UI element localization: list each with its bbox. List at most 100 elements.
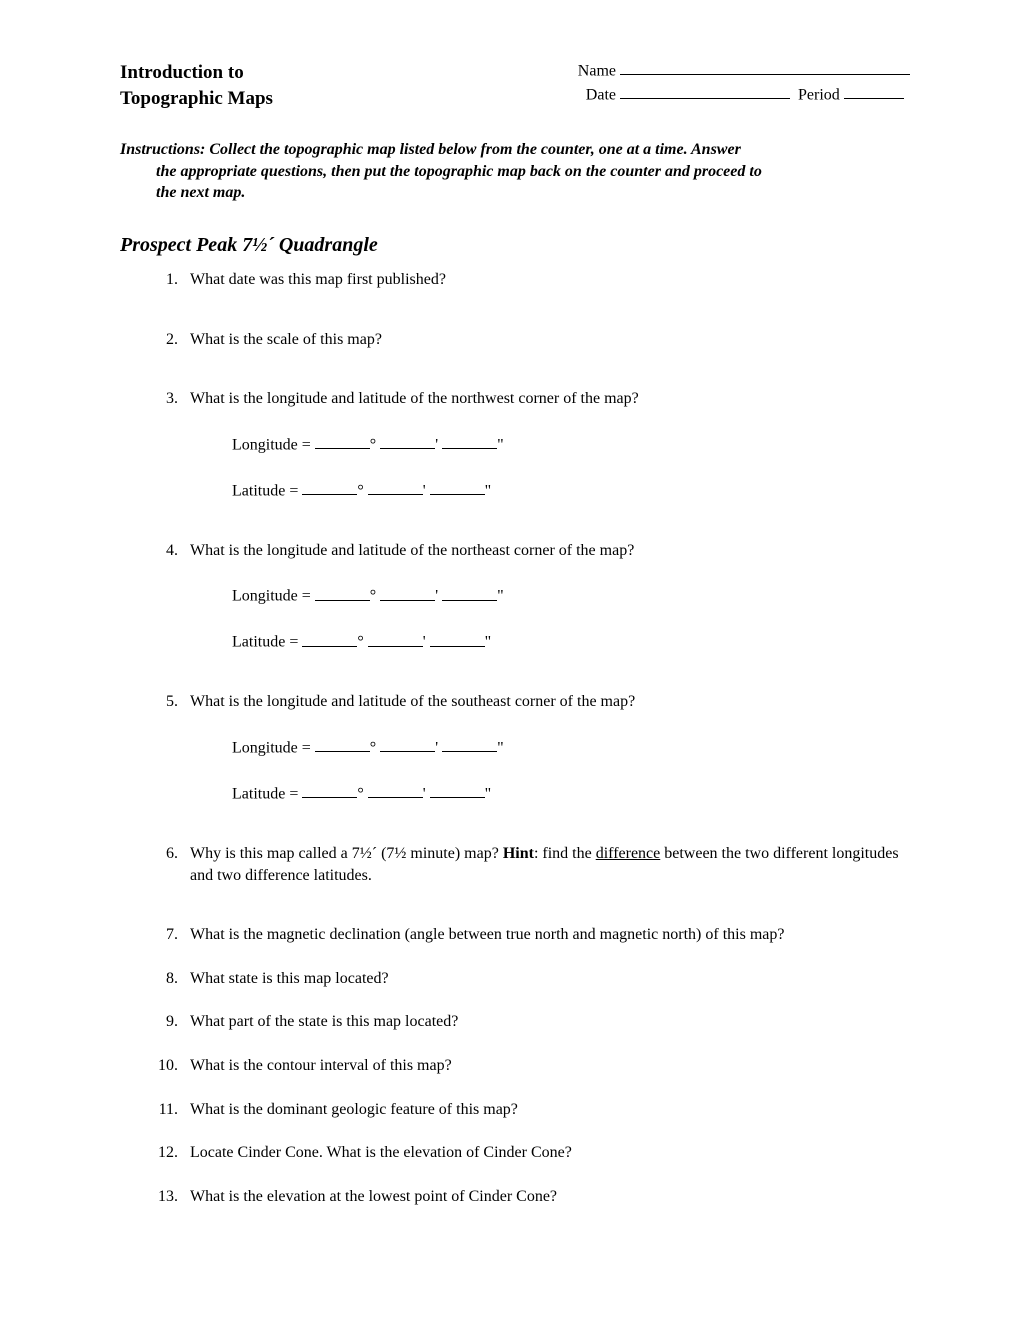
min: ': [435, 739, 438, 756]
question-5: What is the longitude and latitude of th…: [182, 691, 910, 805]
question-9: What part of the state is this map locat…: [182, 1011, 910, 1033]
latitude-label: Latitude =: [232, 785, 302, 802]
question-11: What is the dominant geologic feature of…: [182, 1099, 910, 1121]
question-13: What is the elevation at the lowest poin…: [182, 1186, 910, 1208]
deg: °: [370, 436, 376, 453]
min: ': [423, 482, 426, 499]
longitude-label: Longitude =: [232, 588, 315, 605]
deg: °: [370, 739, 376, 756]
min: ': [435, 588, 438, 605]
blank: [368, 480, 423, 495]
instructions-line-3: the next map.: [120, 182, 910, 204]
blank: [368, 783, 423, 798]
min: ': [435, 436, 438, 453]
title-line-2: Topographic Maps: [120, 88, 273, 109]
name-blank: [620, 60, 910, 75]
blank: [315, 434, 370, 449]
deg: °: [370, 588, 376, 605]
blank: [368, 631, 423, 646]
q4-longitude: Longitude = ° ' ": [232, 585, 910, 607]
question-2: What is the scale of this map?: [182, 329, 910, 351]
blank: [315, 585, 370, 600]
q12-text: Locate Cinder Cone. What is the elevatio…: [190, 1144, 572, 1161]
name-label: Name: [578, 62, 616, 79]
blank: [430, 480, 485, 495]
longitude-label: Longitude =: [232, 436, 315, 453]
min: ': [423, 785, 426, 802]
blank: [380, 434, 435, 449]
min: ': [423, 634, 426, 651]
q5-latitude: Latitude = ° ' ": [232, 783, 910, 805]
deg: °: [357, 482, 363, 499]
name-date-block: Name Date Period: [578, 60, 910, 108]
q4-text: What is the longitude and latitude of th…: [190, 542, 634, 559]
question-4: What is the longitude and latitude of th…: [182, 540, 910, 654]
latitude-label: Latitude =: [232, 482, 302, 499]
instructions: Instructions: Collect the topographic ma…: [120, 139, 910, 204]
q5-coords: Longitude = ° ' " Latitude = ° ' ": [232, 737, 910, 805]
header: Introduction to Topographic Maps Name Da…: [120, 60, 910, 111]
q6-text-b: : find the: [534, 845, 596, 862]
q4-latitude: Latitude = ° ' ": [232, 631, 910, 653]
sec: ": [485, 482, 492, 499]
sec: ": [485, 634, 492, 651]
q2-text: What is the scale of this map?: [190, 331, 382, 348]
q6-difference: difference: [596, 845, 661, 862]
document-title: Introduction to Topographic Maps: [120, 60, 273, 111]
instructions-line-1: Collect the topographic map listed below…: [209, 141, 740, 158]
q5-text: What is the longitude and latitude of th…: [190, 693, 635, 710]
sec: ": [497, 588, 504, 605]
q13-text: What is the elevation at the lowest poin…: [190, 1188, 557, 1205]
instructions-prefix: Instructions:: [120, 141, 209, 158]
question-10: What is the contour interval of this map…: [182, 1055, 910, 1077]
sec: ": [485, 785, 492, 802]
q7-text: What is the magnetic declination (angle …: [190, 926, 784, 943]
blank: [442, 434, 497, 449]
blank: [315, 737, 370, 752]
sec: ": [497, 436, 504, 453]
period-label: Period: [798, 86, 840, 103]
longitude-label: Longitude =: [232, 739, 315, 756]
question-list: What date was this map first published? …: [120, 269, 910, 1207]
period-blank: [844, 84, 904, 99]
q10-text: What is the contour interval of this map…: [190, 1057, 452, 1074]
q1-text: What date was this map first published?: [190, 271, 446, 288]
deg: °: [357, 634, 363, 651]
question-8: What state is this map located?: [182, 968, 910, 990]
question-1: What date was this map first published?: [182, 269, 910, 291]
title-line-1: Introduction to: [120, 62, 244, 83]
q8-text: What state is this map located?: [190, 970, 389, 987]
question-12: Locate Cinder Cone. What is the elevatio…: [182, 1142, 910, 1164]
q4-coords: Longitude = ° ' " Latitude = ° ' ": [232, 585, 910, 653]
question-6: Why is this map called a 7½´ (7½ minute)…: [182, 843, 910, 886]
q3-longitude: Longitude = ° ' ": [232, 434, 910, 456]
latitude-label: Latitude =: [232, 634, 302, 651]
q6-hint: Hint: [503, 845, 534, 862]
section-title: Prospect Peak 7½´ Quadrangle: [120, 232, 910, 259]
blank: [442, 585, 497, 600]
blank: [302, 631, 357, 646]
q3-latitude: Latitude = ° ' ": [232, 480, 910, 502]
blank: [442, 737, 497, 752]
date-label: Date: [586, 86, 616, 103]
date-blank: [620, 84, 790, 99]
blank: [302, 783, 357, 798]
q5-longitude: Longitude = ° ' ": [232, 737, 910, 759]
q3-coords: Longitude = ° ' " Latitude = ° ' ": [232, 434, 910, 502]
deg: °: [357, 785, 363, 802]
q9-text: What part of the state is this map locat…: [190, 1013, 458, 1030]
blank: [380, 737, 435, 752]
date-row: Date Period: [578, 84, 910, 106]
blank: [302, 480, 357, 495]
q11-text: What is the dominant geologic feature of…: [190, 1101, 518, 1118]
question-3: What is the longitude and latitude of th…: [182, 388, 910, 502]
question-7: What is the magnetic declination (angle …: [182, 924, 910, 946]
blank: [380, 585, 435, 600]
name-row: Name: [578, 60, 910, 82]
blank: [430, 631, 485, 646]
blank: [430, 783, 485, 798]
sec: ": [497, 739, 504, 756]
q6-text-a: Why is this map called a 7½´ (7½ minute)…: [190, 845, 503, 862]
instructions-line-2: the appropriate questions, then put the …: [120, 161, 910, 183]
q3-text: What is the longitude and latitude of th…: [190, 390, 639, 407]
